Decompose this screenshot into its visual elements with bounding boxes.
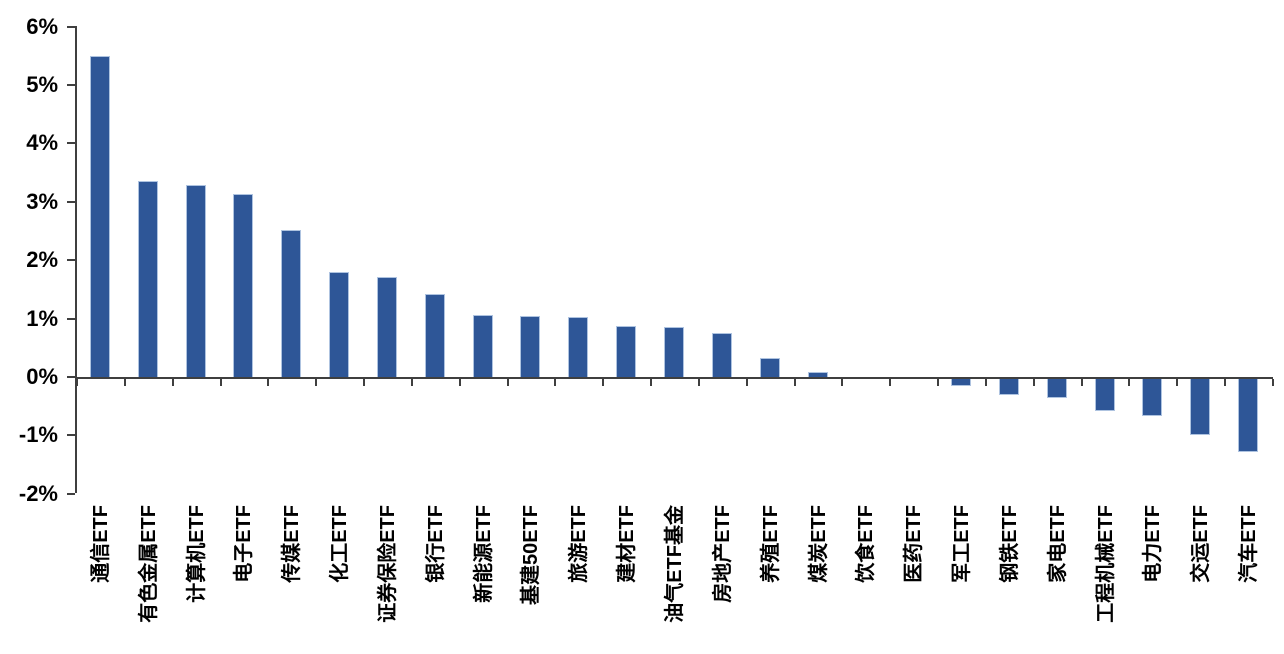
y-tick-label: 4% (26, 130, 58, 156)
bar (233, 194, 254, 377)
y-tick (67, 434, 75, 437)
x-axis-label: 汽车ETF (1238, 505, 1261, 583)
y-tick-label: 0% (26, 364, 58, 389)
x-axis-label: 建材ETF (616, 505, 639, 583)
x-tick (984, 379, 987, 386)
x-axis-label: 房地产ETF (711, 505, 734, 603)
x-tick (171, 379, 174, 386)
bar (329, 271, 350, 377)
y-tick-label: -2% (18, 480, 58, 506)
bar (1238, 379, 1259, 452)
x-tick (506, 379, 509, 386)
x-tick (1080, 379, 1083, 386)
y-tick-label: 5% (26, 72, 58, 97)
x-axis-label: 电力ETF (1142, 505, 1165, 583)
x-tick (1224, 379, 1227, 386)
bar (472, 314, 493, 377)
x-tick (363, 379, 366, 386)
y-tick (67, 25, 75, 28)
bar (1094, 379, 1115, 412)
x-axis-label: 煤炭ETF (807, 505, 830, 583)
x-tick (219, 379, 222, 386)
y-tick (67, 317, 75, 320)
x-axis-label: 证券保险ETF (376, 505, 399, 623)
x-axis-label: 饮食ETF (855, 505, 878, 583)
y-tick-label: 3% (26, 188, 58, 214)
bar (664, 327, 684, 377)
x-axis-label: 家电ETF (1046, 505, 1069, 583)
x-tick (123, 379, 126, 386)
y-axis (75, 26, 77, 493)
x-axis-label: 交运ETF (1190, 505, 1213, 583)
x-tick (1176, 379, 1179, 386)
bar (711, 333, 732, 377)
x-axis-label: 旅游ETF (568, 505, 591, 583)
bar (568, 316, 589, 377)
x-tick (76, 379, 78, 386)
x-axis-label: 医药ETF (903, 505, 926, 583)
bar (807, 371, 828, 377)
bar (759, 357, 780, 377)
x-axis-label: 有色金属ETF (137, 505, 160, 623)
y-tick-label: 6% (26, 13, 58, 39)
x-tick (554, 379, 557, 386)
y-tick (67, 142, 75, 145)
y-tick (67, 492, 75, 495)
x-axis-label: 传媒ETF (281, 505, 304, 583)
bar (424, 294, 445, 377)
x-axis-label: 军工ETF (951, 505, 974, 583)
bar (1046, 379, 1067, 398)
x-axis-label: 油气ETF基金 (664, 505, 686, 623)
x-axis-label: 工程机械ETF (1094, 505, 1117, 623)
x-tick (602, 379, 605, 386)
bar (616, 325, 637, 377)
x-tick (1032, 379, 1035, 386)
x-tick (937, 379, 940, 386)
x-axis-label: 化工ETF (329, 505, 352, 583)
y-tick-label: 2% (26, 247, 58, 273)
x-axis-label: 钢铁ETF (998, 505, 1021, 583)
bar (137, 181, 158, 377)
y-tick (67, 259, 75, 262)
x-tick (1272, 379, 1274, 386)
bar (185, 185, 206, 377)
y-tick-label: 1% (26, 305, 58, 331)
bar (998, 379, 1019, 395)
x-tick (267, 379, 270, 386)
x-tick (410, 379, 413, 386)
bar (1142, 379, 1163, 416)
x-tick (745, 379, 748, 386)
x-axis-label: 通信ETF (89, 505, 112, 583)
bar (376, 277, 397, 377)
x-tick (1128, 379, 1131, 386)
x-axis-label: 基建50ETF (520, 505, 543, 606)
x-tick (697, 379, 700, 386)
x-tick (458, 379, 461, 386)
x-axis-label: 计算机ETF (185, 505, 208, 603)
x-tick (315, 379, 318, 386)
x-tick (650, 379, 653, 386)
x-tick (793, 379, 796, 386)
bar (281, 230, 302, 377)
x-axis-label: 电子ETF (233, 505, 256, 583)
bar (1190, 379, 1211, 436)
y-tick (67, 376, 75, 378)
x-axis-label: 新能源ETF (472, 505, 495, 603)
x-axis (75, 377, 1273, 379)
x-axis-label: 银行ETF (424, 505, 447, 583)
x-tick (889, 379, 892, 386)
y-tick-label: -1% (18, 422, 58, 448)
y-tick (67, 84, 75, 86)
x-tick (841, 379, 844, 386)
bar (951, 379, 972, 386)
y-tick (67, 200, 75, 203)
bar (89, 55, 110, 377)
x-axis-label: 养殖ETF (759, 505, 782, 583)
bar (520, 315, 541, 377)
